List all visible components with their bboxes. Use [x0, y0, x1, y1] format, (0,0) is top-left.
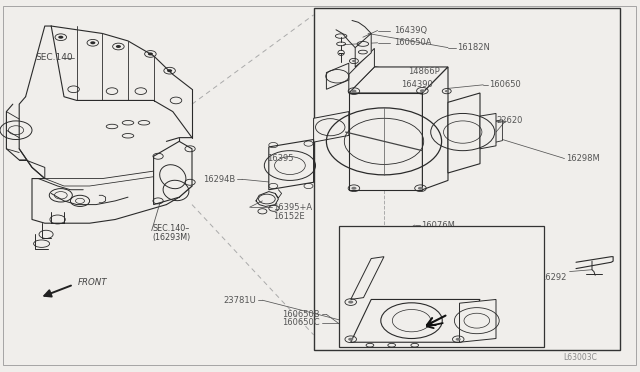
Text: SEC.211: SEC.211	[447, 318, 481, 327]
Text: 16395: 16395	[267, 154, 293, 163]
Text: 16182N: 16182N	[457, 43, 490, 52]
Text: 16298M: 16298M	[566, 154, 600, 163]
Polygon shape	[422, 67, 448, 190]
Text: 160650A: 160650A	[394, 38, 431, 47]
Polygon shape	[349, 67, 448, 93]
Polygon shape	[460, 299, 496, 342]
Circle shape	[90, 41, 95, 44]
Circle shape	[420, 89, 425, 92]
Text: 23781U: 23781U	[223, 296, 256, 305]
Circle shape	[348, 338, 353, 341]
Polygon shape	[314, 112, 349, 142]
Text: 16292: 16292	[540, 273, 566, 282]
Polygon shape	[351, 257, 384, 299]
Text: SEC.140–: SEC.140–	[152, 224, 189, 233]
Text: 160650C: 160650C	[282, 318, 320, 327]
Bar	[314, 8, 620, 350]
Text: L63003C: L63003C	[563, 353, 597, 362]
Circle shape	[58, 36, 63, 39]
Text: 16439Q: 16439Q	[394, 26, 427, 35]
Polygon shape	[351, 299, 480, 342]
Text: 164390: 164390	[401, 80, 433, 89]
Text: 160650B: 160650B	[462, 262, 500, 270]
Polygon shape	[269, 140, 314, 190]
Bar	[339, 226, 544, 347]
Circle shape	[348, 301, 353, 304]
Text: SEC.211: SEC.211	[421, 229, 456, 238]
Circle shape	[148, 52, 153, 55]
Polygon shape	[448, 93, 480, 173]
Text: SEC.140: SEC.140	[35, 53, 73, 62]
Circle shape	[418, 187, 423, 190]
Text: 160650: 160650	[489, 80, 521, 89]
Circle shape	[167, 69, 172, 72]
Text: 16395+A: 16395+A	[273, 203, 312, 212]
Text: 160650B: 160650B	[282, 310, 320, 319]
Circle shape	[352, 60, 356, 62]
Circle shape	[456, 338, 461, 341]
Text: 22620: 22620	[496, 116, 522, 125]
Text: (16293M): (16293M)	[152, 233, 191, 242]
Text: 16076M: 16076M	[421, 221, 455, 230]
Polygon shape	[154, 141, 192, 205]
Text: 14866P: 14866P	[408, 67, 440, 76]
Text: FRONT: FRONT	[78, 278, 108, 287]
Polygon shape	[480, 113, 496, 149]
Polygon shape	[326, 63, 349, 89]
Polygon shape	[355, 33, 371, 67]
Polygon shape	[349, 93, 422, 190]
Circle shape	[445, 90, 449, 92]
Circle shape	[351, 90, 356, 93]
Circle shape	[116, 45, 121, 48]
Circle shape	[351, 187, 356, 190]
Polygon shape	[349, 48, 374, 93]
Text: 16152E: 16152E	[273, 212, 305, 221]
Text: 16294B: 16294B	[204, 175, 236, 184]
